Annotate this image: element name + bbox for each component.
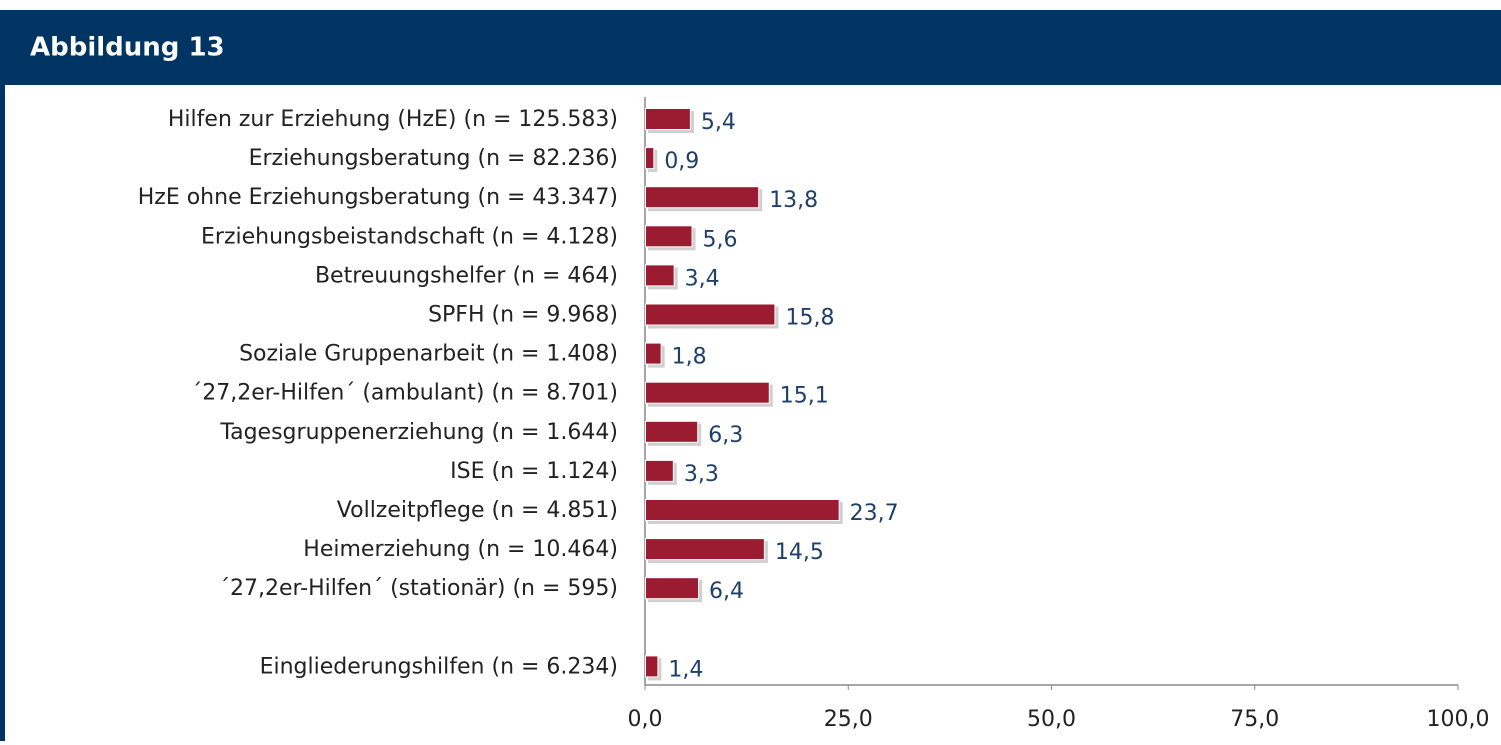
y-tick-label: Soziale Gruppenarbeit (n = 1.408) — [239, 342, 618, 367]
x-tick-label: 50,0 — [1027, 707, 1076, 732]
y-tick-label: Heimerziehung (n = 10.464) — [303, 537, 618, 562]
value-label: 15,1 — [780, 384, 829, 409]
bar — [646, 265, 674, 286]
value-label: 15,8 — [785, 306, 834, 331]
value-label: 6,3 — [708, 423, 743, 448]
x-tick-label: 75,0 — [1230, 707, 1279, 732]
bar — [646, 539, 764, 560]
bar — [646, 421, 698, 442]
bar — [646, 226, 692, 247]
bar — [646, 187, 759, 208]
value-label: 1,8 — [672, 345, 707, 370]
bar — [646, 304, 775, 325]
y-tick-label: Vollzeitpflege (n = 4.851) — [337, 498, 618, 523]
y-tick-label: ´27,2er-Hilfen´ (ambulant) (n = 8.701) — [191, 381, 618, 406]
x-tick-label: 0,0 — [628, 707, 663, 732]
y-tick-label: Tagesgruppenerziehung (n = 1.644) — [219, 420, 618, 445]
value-label: 6,4 — [709, 579, 744, 604]
value-label: 5,6 — [703, 227, 738, 252]
bar — [646, 343, 661, 364]
value-label: 3,4 — [685, 266, 720, 291]
bar — [646, 382, 769, 403]
bar — [646, 578, 699, 599]
value-label: 14,5 — [775, 540, 824, 565]
value-label: 1,4 — [668, 657, 703, 682]
value-label: 0,9 — [664, 149, 699, 174]
value-label: 5,4 — [701, 110, 736, 135]
header-title: Abbildung 13 — [30, 33, 225, 63]
y-tick-label: HzE ohne Erziehungsberatung (n = 43.347) — [138, 185, 618, 210]
bar — [646, 460, 673, 481]
y-tick-label: Erziehungsberatung (n = 82.236) — [249, 146, 618, 171]
bar — [646, 500, 839, 520]
value-label: 13,8 — [769, 188, 818, 213]
y-tick-label: Hilfen zur Erziehung (HzE) (n = 125.583) — [168, 107, 618, 132]
value-label: 23,7 — [850, 501, 899, 526]
y-tick-label: ´27,2er-Hilfen´ (stationär) (n = 595) — [219, 576, 618, 601]
y-tick-label: Erziehungsbeistandschaft (n = 4.128) — [201, 224, 618, 249]
y-tick-label: Eingliederungshilfen (n = 6.234) — [260, 654, 618, 679]
left-border — [0, 10, 5, 741]
bar — [646, 148, 654, 169]
bar — [646, 109, 690, 129]
value-label: 3,3 — [684, 462, 719, 487]
y-tick-label: ISE (n = 1.124) — [450, 459, 618, 484]
y-tick-label: Betreuungshelfer (n = 464) — [315, 263, 618, 288]
x-tick-label: 25,0 — [824, 707, 873, 732]
bar — [646, 656, 658, 677]
y-tick-label: SPFH (n = 9.968) — [428, 303, 618, 328]
header-band — [0, 10, 1501, 85]
x-tick-label: 100,0 — [1427, 707, 1490, 732]
